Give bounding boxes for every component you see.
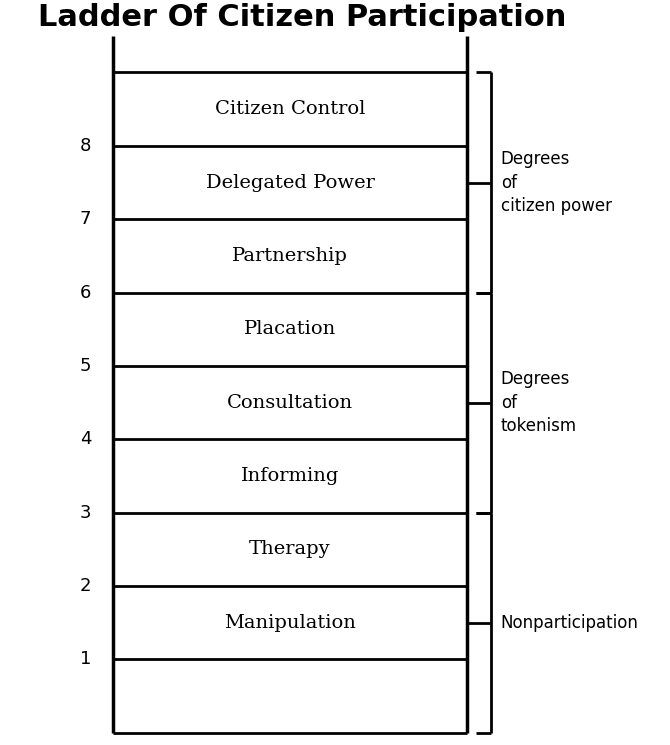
Text: Partnership: Partnership: [232, 247, 348, 265]
Text: Manipulation: Manipulation: [224, 614, 356, 632]
Text: 7: 7: [80, 210, 91, 228]
Text: 1: 1: [80, 650, 91, 668]
Text: Placation: Placation: [244, 320, 336, 338]
Text: 6: 6: [80, 284, 91, 302]
Text: 2: 2: [80, 577, 91, 595]
Text: Therapy: Therapy: [249, 540, 331, 558]
Text: 5: 5: [80, 357, 91, 375]
Text: Delegated Power: Delegated Power: [206, 174, 375, 191]
Text: Nonparticipation: Nonparticipation: [500, 614, 639, 632]
Text: Consultation: Consultation: [227, 393, 353, 411]
Text: Informing: Informing: [241, 467, 339, 485]
Text: 3: 3: [80, 504, 91, 522]
Text: 8: 8: [80, 137, 91, 155]
Text: Citizen Control: Citizen Control: [215, 100, 365, 118]
Text: Degrees
of
tokenism: Degrees of tokenism: [500, 370, 577, 435]
Text: 4: 4: [80, 430, 91, 448]
Text: Ladder Of Citizen Participation: Ladder Of Citizen Participation: [38, 3, 566, 32]
Text: Degrees
of
citizen power: Degrees of citizen power: [500, 150, 612, 215]
